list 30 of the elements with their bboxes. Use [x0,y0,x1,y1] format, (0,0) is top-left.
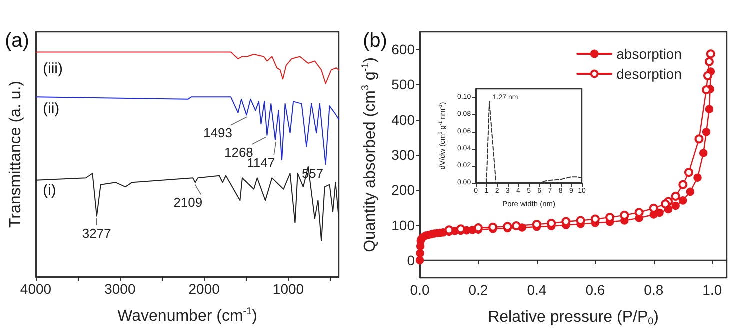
annotation: 1493 [204,126,232,141]
x-tick-label: 1.0 [702,282,722,298]
y-tick-label: 400 [392,112,416,128]
y-tick-label: 300 [392,147,416,163]
series-label: (i) [43,182,56,199]
x-tick-label: 0.0 [410,282,430,298]
series-label: (iii) [43,60,63,78]
legend-label: absorption [616,46,682,62]
y-tick-label: 200 [392,182,416,198]
x-tick-label: 2000 [188,281,220,297]
x-tick-label: 0.2 [468,282,488,298]
chart-title: (b) [363,30,388,52]
series-label: (ii) [43,100,60,118]
y-axis-title: Transmittance (a. u.) [8,80,24,228]
legend-label: desorption [616,66,682,82]
y-tick-label: 500 [392,76,416,93]
y-tick-label: 100 [392,217,416,234]
x-tick-label: 1000 [272,281,304,297]
x-tick-label: 3000 [104,281,136,297]
y-tick-label: 0 [407,252,416,268]
annotation: 1268 [224,144,254,160]
y-tick-label: 600 [392,42,416,58]
x-tick-label: 0.4 [527,282,547,298]
annotation: 3277 [82,226,112,241]
x-tick-label: 0.8 [644,282,664,298]
x-tick-label: 0.6 [586,282,606,298]
y-axis-title: Quantity absorbed (cm3 g-1) [360,58,380,252]
chart-title: (a) [5,30,30,52]
x-tick-label: 4000 [20,281,52,297]
annotation: 2109 [174,195,203,210]
